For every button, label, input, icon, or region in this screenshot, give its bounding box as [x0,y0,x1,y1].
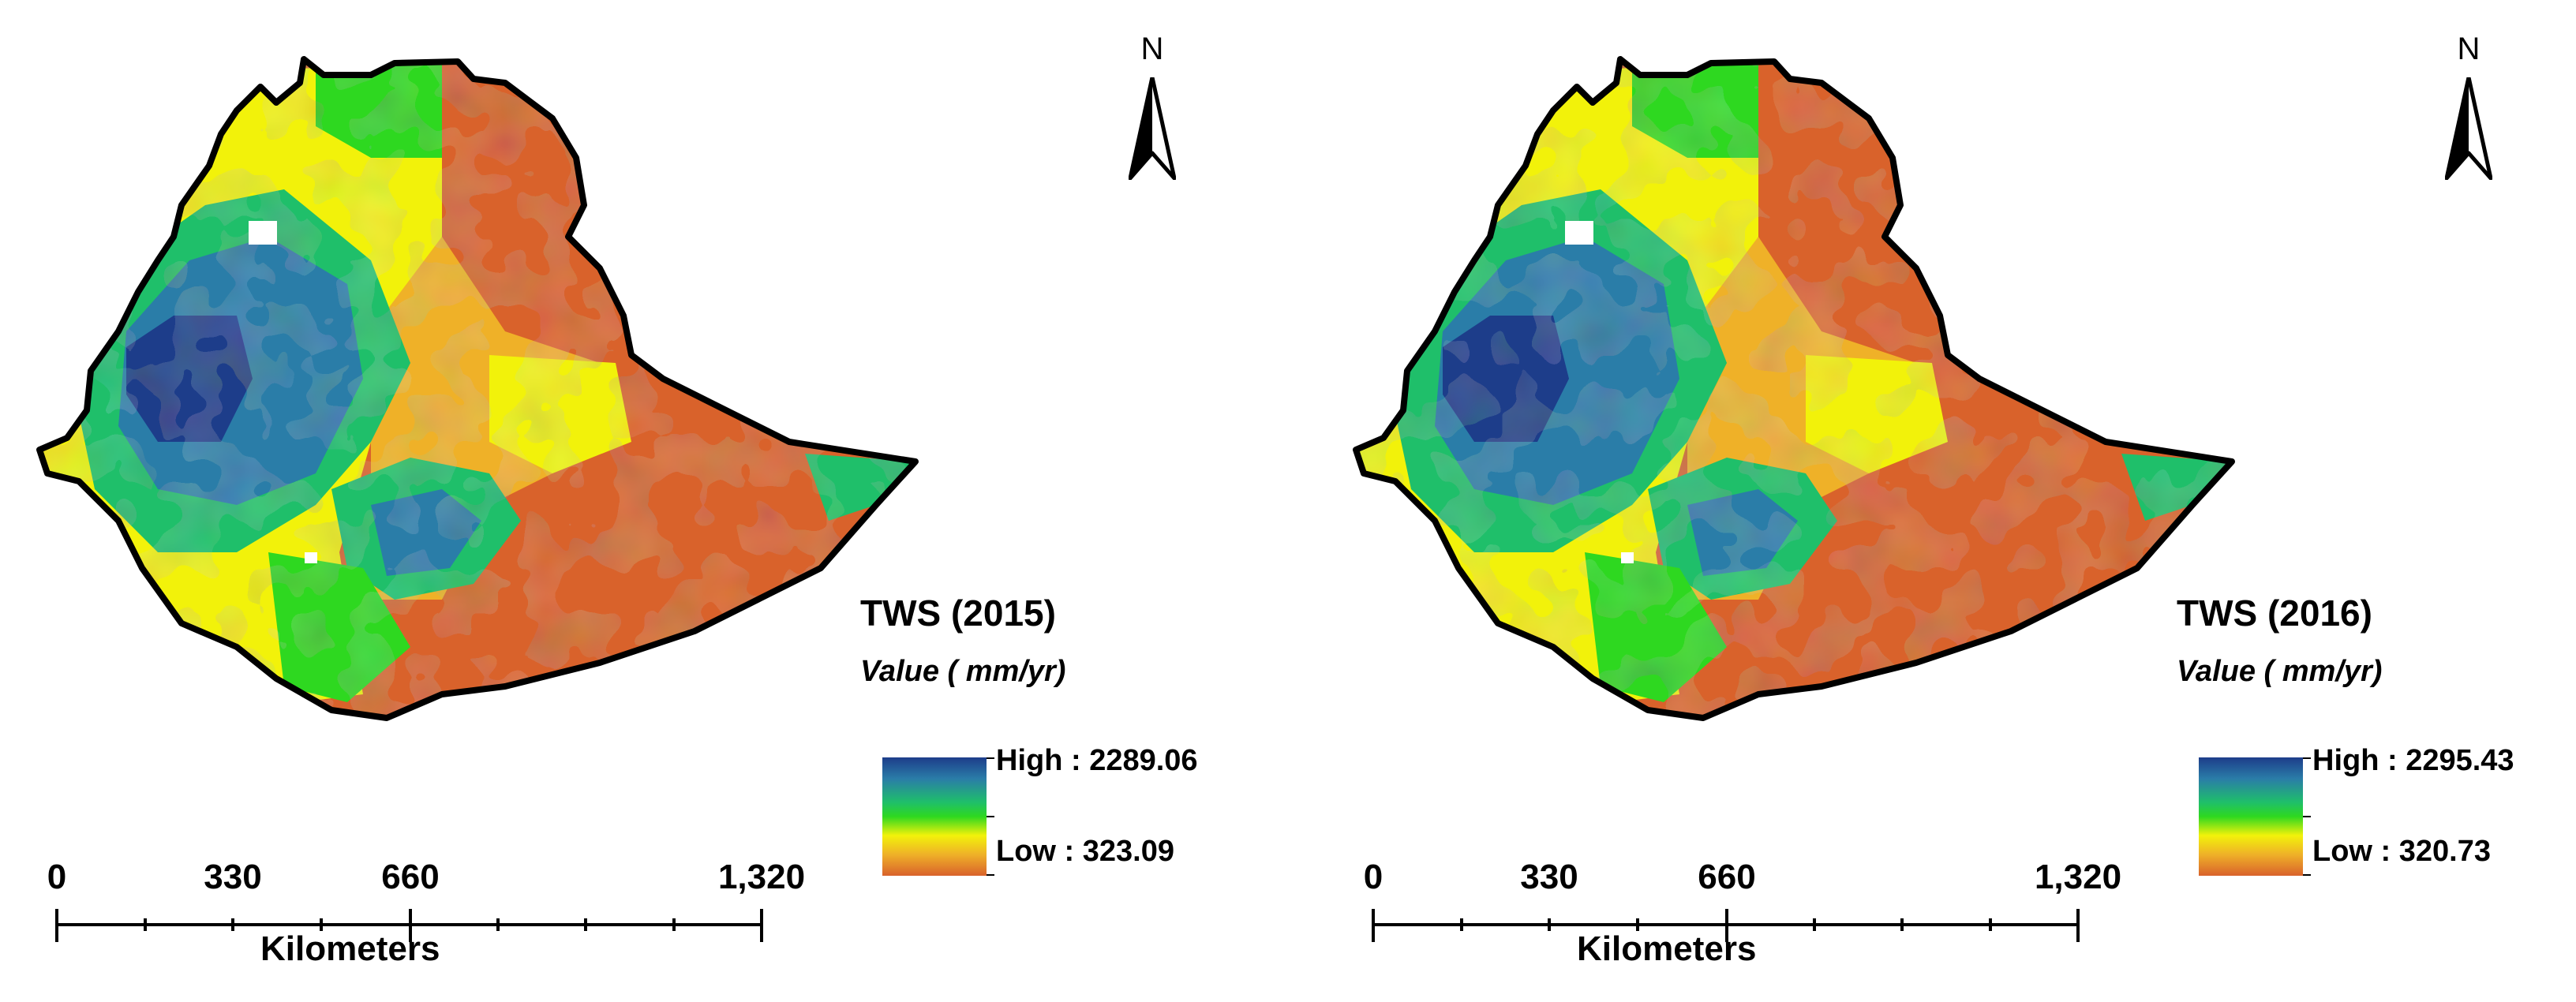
legend-title: TWS (2015) [860,593,1056,634]
legend-tick-mid [2303,816,2311,817]
scale-bar: 0 330 660 1,320 [47,858,805,942]
legend-tick-low [2303,874,2311,876]
scale-bar: 0 330 660 1,320 [1364,858,2121,942]
legend-subtitle: Value ( mm/yr) [2177,655,2383,688]
scale-tick-label: 330 [204,858,261,896]
map-panel-2015: N TWS (2015) Value ( mm/yr) High : 2289.… [36,32,1198,968]
scale-tick-label: 0 [47,858,66,896]
north-arrow-icon [1129,77,1176,180]
legend-color-ramp [882,757,987,876]
scale-units-label: Kilometers [1577,929,1757,968]
north-label: N [2457,32,2481,66]
north-arrow: N [1109,32,1196,189]
scale-tick-label: 0 [1364,858,1383,896]
tws-map-2016 [1353,56,2235,721]
legend-subtitle: Value ( mm/yr) [860,655,1066,688]
north-arrow: N [2425,32,2512,189]
tws-map-2015 [36,56,919,721]
legend-low-label: Low : 323.09 [996,835,1174,868]
scale-tick-label: 1,320 [718,858,805,896]
legend-high-label: High : 2289.06 [996,744,1198,777]
north-arrow-icon [2445,77,2492,180]
legend-title: TWS (2016) [2177,593,2372,634]
north-label: N [1140,32,1164,66]
legend-high-label: High : 2295.43 [2312,744,2514,777]
legend-tick-high [2303,757,2311,759]
legend-low-label: Low : 320.73 [2312,835,2491,868]
legend-tick-mid [987,816,994,817]
scale-units-label: Kilometers [260,929,440,968]
scale-tick-label: 1,320 [2035,858,2121,896]
scale-tick-label: 660 [381,858,439,896]
legend-color-ramp [2199,757,2303,876]
scale-tick-label: 330 [1520,858,1578,896]
scale-tick-label: 660 [1698,858,1755,896]
map-panel-2016: N TWS (2016) Value ( mm/yr) High : 2295.… [1316,0,2576,1002]
legend-tick-low [987,874,994,876]
legend-tick-high [987,757,994,759]
